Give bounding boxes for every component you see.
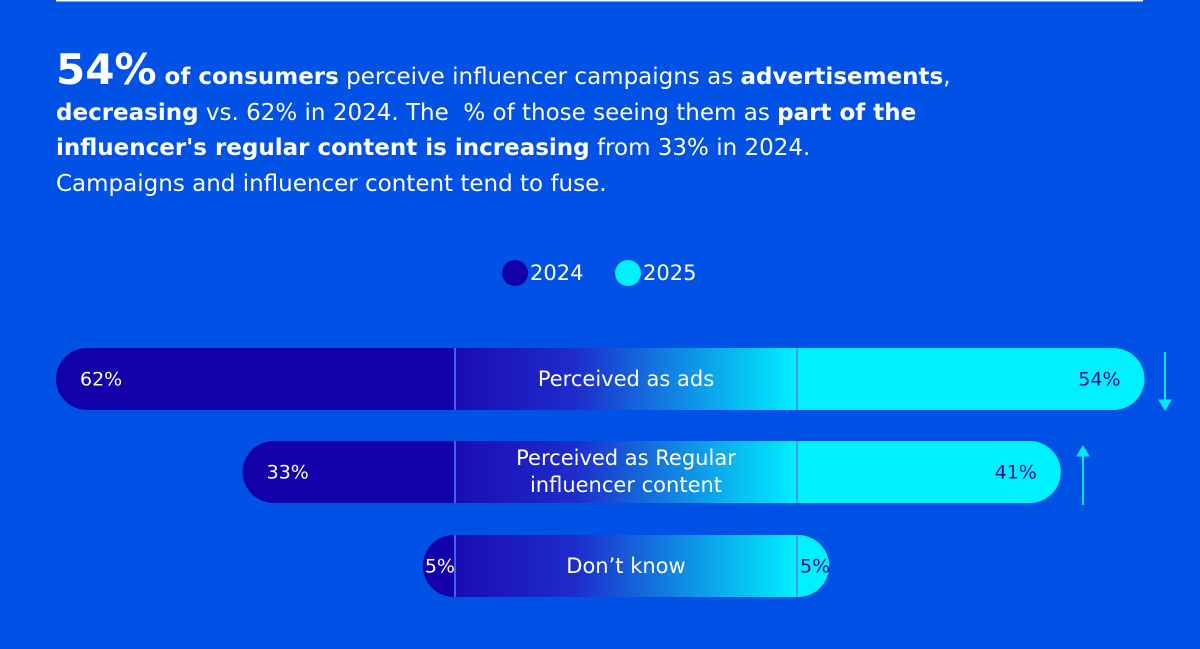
category-label: Perceived as Regular influencer content [516, 446, 736, 497]
legend-label: 2025 [643, 261, 696, 285]
category-label: Perceived as ads [537, 366, 715, 391]
headline-line: 54% of consumers perceive influencer cam… [56, 49, 951, 96]
legend-swatch [615, 260, 641, 286]
headline-line: influencer's regular content is increasi… [56, 131, 951, 167]
headline-figure: 54% [56, 45, 157, 94]
headline-text: , [943, 64, 951, 90]
bar [422, 535, 455, 597]
headline: 54% of consumers perceive influencer cam… [56, 49, 951, 203]
headline-text: decreasing [56, 99, 199, 126]
category-label-box: Don’t know [455, 535, 797, 597]
headline-text: vs. 62% in 2024. The % of those seeing t… [198, 99, 778, 126]
bar [797, 348, 1145, 410]
value-label: 54% [1078, 369, 1120, 391]
headline-text: of consumers [156, 64, 339, 90]
headline-text: advertisements [740, 64, 944, 90]
value-label: 41% [995, 462, 1037, 484]
headline-text: part of the [777, 99, 917, 126]
trend-up-arrow [1076, 445, 1090, 505]
category-label-box: Perceived as Regular influencer content [455, 441, 797, 503]
headline-line: decreasing vs. 62% in 2024. The % of tho… [56, 96, 951, 132]
legend-swatch [502, 260, 528, 286]
middle-band [455, 348, 797, 410]
bar [242, 441, 455, 503]
category-label-box: Perceived as ads [455, 348, 797, 410]
legend-label: 2024 [530, 261, 583, 285]
value-label: 33% [267, 462, 309, 484]
category-label: Don’t know [566, 553, 686, 578]
value-label: 5% [425, 556, 455, 578]
trend-down-arrow [1158, 352, 1172, 411]
value-label: 5% [800, 556, 830, 578]
bar [797, 441, 1061, 503]
value-label: 62% [80, 369, 122, 391]
headline-text: influencer's regular content is increasi… [56, 135, 590, 161]
headline-text: perceive influencer campaigns as [338, 64, 741, 90]
bar [797, 535, 830, 597]
headline-text: from 33% in 2024. [589, 135, 811, 161]
bar [56, 348, 455, 410]
middle-band [455, 535, 797, 597]
middle-band [455, 441, 797, 503]
headline-text: Campaigns and influencer content tend to… [56, 170, 607, 197]
headline-line: Campaigns and influencer content tend to… [56, 167, 951, 203]
